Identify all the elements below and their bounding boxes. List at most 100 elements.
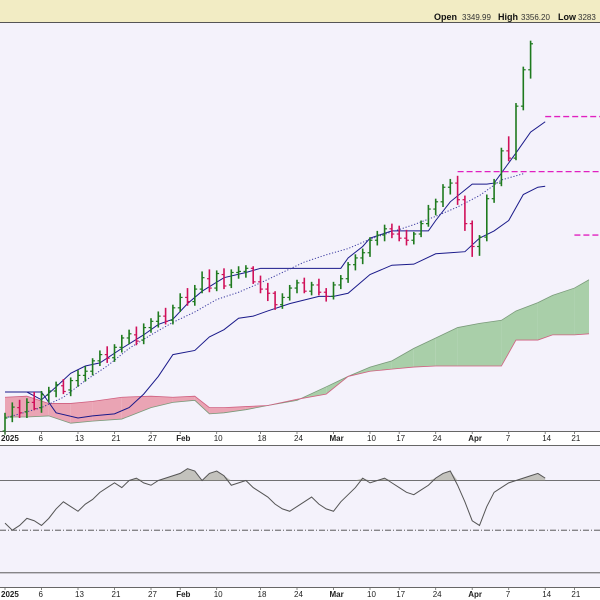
price-bar [411, 231, 417, 245]
price-bar [265, 282, 271, 302]
price-bar [360, 248, 366, 265]
price-bar [46, 386, 52, 403]
price-bar [294, 279, 300, 294]
price-bar [331, 281, 336, 300]
price-bar [177, 293, 183, 312]
price-bar [367, 237, 373, 257]
price-bar [185, 288, 190, 306]
price-bar [323, 288, 329, 302]
cloud-segment [501, 310, 516, 367]
cloud-span-a-line [5, 279, 590, 424]
price-bar [353, 254, 358, 271]
cloud-segment [70, 401, 93, 424]
x-tick-label: 24 [294, 590, 303, 599]
price-bar [207, 269, 212, 293]
cloud-segment [457, 323, 480, 367]
cloud-segment [224, 406, 246, 413]
price-bar [309, 281, 314, 296]
price-bar [484, 194, 490, 242]
price-bar [17, 399, 22, 419]
price-bar [163, 307, 168, 325]
price-bar [338, 275, 344, 290]
x-tick-label: 21 [112, 590, 121, 599]
high-value: 3356.20 [521, 13, 550, 22]
cloud-segment [209, 407, 224, 414]
price-bar [280, 293, 285, 309]
price-bar [221, 268, 227, 290]
price-bar [134, 326, 139, 346]
price-bar [506, 136, 512, 162]
price-panel [0, 23, 600, 431]
price-bar [520, 66, 526, 111]
price-bar [9, 402, 15, 423]
cloud-segment [26, 396, 49, 417]
price-bar [528, 40, 533, 79]
x-tick-label: 24 [433, 590, 442, 599]
price-bar [75, 370, 81, 387]
x-tick-label: 10 [214, 434, 223, 443]
price-bar [499, 147, 504, 187]
price-bar [426, 204, 431, 227]
x-tick-label: 14 [542, 590, 551, 599]
price-bar [24, 398, 30, 419]
price-bar [433, 198, 439, 216]
price-bar [61, 379, 66, 395]
price-bar [90, 358, 95, 376]
price-bar [287, 284, 293, 301]
price-bar [214, 270, 220, 292]
price-bar [250, 266, 256, 284]
price-bar [126, 329, 132, 345]
x-tick-label: 24 [433, 434, 442, 443]
cloud-segment [194, 396, 210, 414]
x-tick-label: Mar [330, 590, 344, 599]
x-tick-label: 14 [542, 434, 551, 443]
price-bar [345, 262, 351, 283]
x-tick-label: 6 [39, 434, 44, 443]
cloud-segment [151, 396, 173, 408]
x-tick-label: Mar [330, 434, 344, 443]
price-bar [272, 291, 278, 310]
x-tick-label: 2025 [1, 590, 19, 599]
price-bar [68, 377, 74, 397]
cloud-segment [537, 295, 553, 341]
price-bar [374, 230, 380, 246]
price-bar [112, 344, 117, 362]
price-bar [31, 392, 37, 411]
lagging-span-line [4, 173, 524, 419]
x-tick-label: 27 [148, 590, 157, 599]
price-bar [455, 175, 460, 205]
cloud-span-b-line [4, 333, 590, 409]
oscillator-panel [0, 445, 600, 587]
x-tick-label: 13 [75, 590, 84, 599]
price-bar [382, 224, 387, 242]
x-tick-label: 21 [112, 434, 121, 443]
x-tick-label: 18 [258, 590, 267, 599]
x-tick-label: 6 [39, 590, 44, 599]
price-bar [170, 304, 176, 325]
price-bar [199, 271, 205, 294]
price-bar [447, 178, 453, 195]
x-tick-label: 21 [571, 434, 580, 443]
price-bar [192, 284, 198, 306]
cloud-segment [574, 279, 589, 335]
x-tick-label: 21 [571, 590, 580, 599]
x-tick-label: Feb [176, 590, 190, 599]
cloud-segment [479, 320, 502, 367]
oscillator [0, 468, 600, 574]
x-tick-label: 10 [214, 590, 223, 599]
price-bar [513, 103, 519, 161]
kijun-line [5, 185, 546, 419]
cloud-segment [370, 360, 392, 372]
price-bar [148, 318, 154, 333]
low-value: 3283 [578, 13, 596, 22]
cloud-segment [552, 288, 575, 335]
x-tick-label: 2025 [1, 434, 19, 443]
x-tick-label: 27 [148, 434, 157, 443]
cloud-segment [121, 396, 151, 420]
price-bar [53, 381, 59, 398]
price-bar [389, 223, 395, 239]
price-bar [418, 220, 424, 238]
price-bar [155, 311, 161, 328]
